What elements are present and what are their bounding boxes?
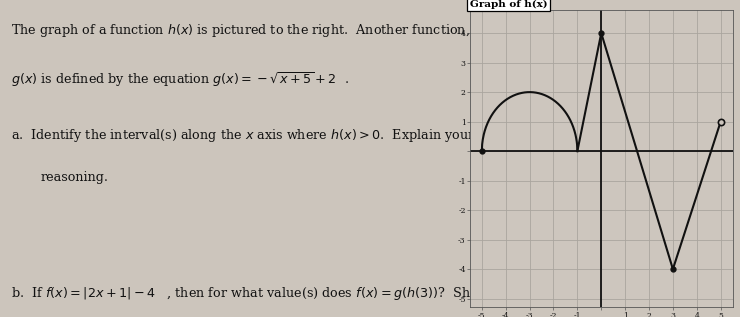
- Text: reasoning.: reasoning.: [41, 171, 109, 184]
- Text: The graph of a function $h(x)$ is pictured to the right.  Another function,: The graph of a function $h(x)$ is pictur…: [11, 22, 470, 39]
- Text: b.  If $f(x)=|2x+1|-4$   , then for what value(s) does $f(x)=g(h(3))$?  Show you: b. If $f(x)=|2x+1|-4$ , then for what va…: [11, 285, 562, 302]
- Text: Graph of h(x): Graph of h(x): [470, 0, 548, 9]
- Text: a.  Identify the interval(s) along the $x$ axis where $h(x)>0$.  Explain your: a. Identify the interval(s) along the $x…: [11, 127, 476, 144]
- Text: $g(x)$ is defined by the equation $g(x)=-\sqrt{x+5}+2$  .: $g(x)$ is defined by the equation $g(x)=…: [11, 70, 349, 88]
